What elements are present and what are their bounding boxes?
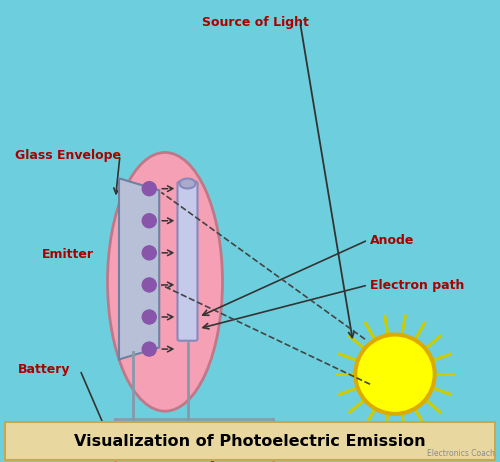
Circle shape <box>142 214 156 228</box>
FancyBboxPatch shape <box>5 422 495 460</box>
Circle shape <box>142 278 156 292</box>
Circle shape <box>358 337 432 411</box>
Text: Electronics Coach: Electronics Coach <box>427 449 495 458</box>
Circle shape <box>142 310 156 324</box>
Text: Anode: Anode <box>370 233 414 247</box>
Circle shape <box>142 182 156 196</box>
Text: Battery: Battery <box>18 364 70 377</box>
Ellipse shape <box>180 178 196 188</box>
Circle shape <box>142 342 156 356</box>
Text: Emitter: Emitter <box>42 249 94 261</box>
Circle shape <box>354 333 436 415</box>
Text: Source of Light: Source of Light <box>202 16 308 29</box>
Text: Visualization of Photoelectric Emission: Visualization of Photoelectric Emission <box>74 433 426 449</box>
Polygon shape <box>119 178 159 359</box>
FancyBboxPatch shape <box>178 182 198 341</box>
Text: Glass Envelope: Glass Envelope <box>15 148 121 162</box>
Ellipse shape <box>108 152 222 411</box>
Text: Electron path: Electron path <box>370 279 464 292</box>
Circle shape <box>142 246 156 260</box>
